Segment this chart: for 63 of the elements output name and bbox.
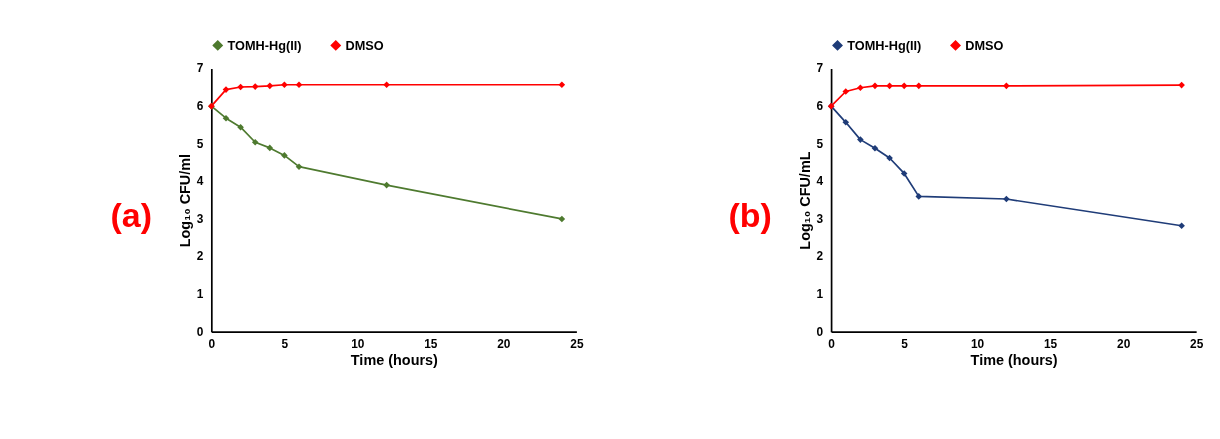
- y-axis-title: Log₁₀ CFU/mL: [796, 151, 813, 250]
- x-axis-title: Time (hours): [350, 352, 439, 369]
- x-tick-label: 10: [351, 337, 365, 352]
- y-tick-label: 3: [196, 211, 204, 226]
- x-tick-label: 15: [424, 337, 438, 352]
- y-axis-title: Log₁₀ CFU/ml: [176, 153, 193, 248]
- point: [1178, 222, 1185, 230]
- x-tick-label: 5: [281, 337, 289, 352]
- x-tick-label: 20: [497, 337, 511, 352]
- y-tick-label: 7: [196, 61, 204, 76]
- point: [251, 138, 259, 146]
- point: [1003, 82, 1010, 90]
- point: [886, 82, 893, 90]
- y-tick-label: 4: [816, 174, 824, 189]
- y-tick-label: 0: [816, 324, 824, 339]
- legend-label: DMSO: [345, 37, 384, 53]
- point: [915, 82, 923, 90]
- x-tick-label: 10: [971, 337, 985, 352]
- y-tick-label: 6: [196, 98, 204, 113]
- point: [222, 114, 230, 122]
- x-tick-label: 5: [901, 337, 909, 352]
- point: [842, 88, 850, 95]
- x-tick-label: 15: [1044, 337, 1058, 352]
- legend-label: TOMH-Hg(II): [227, 37, 302, 53]
- y-tick-label: 5: [816, 136, 824, 151]
- y-tick-label: 3: [816, 211, 824, 226]
- point: [842, 119, 850, 126]
- point: [383, 81, 390, 89]
- legend-label: DMSO: [965, 37, 1004, 53]
- y-tick-label: 7: [816, 61, 824, 76]
- x-tick-label: 25: [1190, 337, 1204, 352]
- x-tick-label: 20: [1117, 337, 1131, 352]
- y-tick-label: 0: [196, 324, 204, 339]
- y-tick-label: 2: [816, 249, 824, 264]
- point: [857, 136, 864, 143]
- point: [383, 181, 390, 189]
- x-tick-label: 25: [570, 337, 584, 352]
- y-tick-label: 5: [196, 136, 204, 151]
- x-tick-label: 0: [208, 337, 216, 352]
- point: [1178, 81, 1185, 89]
- y-tick-label: 2: [196, 249, 204, 264]
- point: [281, 152, 288, 159]
- y-tick-label: 1: [196, 286, 204, 301]
- point: [558, 215, 566, 223]
- point: [900, 82, 908, 90]
- text: (b): [728, 196, 772, 235]
- point: [251, 83, 259, 90]
- point: [857, 84, 864, 92]
- point: [558, 81, 566, 89]
- point: [237, 123, 244, 131]
- point: [871, 82, 879, 90]
- point: [266, 82, 274, 90]
- point: [281, 81, 288, 89]
- x-axis-title: Time (hours): [970, 352, 1058, 369]
- point: [266, 144, 274, 152]
- y-tick-label: 4: [196, 174, 204, 189]
- text: (a): [110, 196, 152, 235]
- point: [915, 193, 923, 200]
- legend-label: TOMH-Hg(II): [847, 37, 922, 53]
- x-tick-label: 0: [828, 337, 836, 352]
- y-tick-label: 6: [816, 98, 824, 113]
- y-tick-label: 1: [816, 286, 824, 301]
- point: [871, 144, 879, 152]
